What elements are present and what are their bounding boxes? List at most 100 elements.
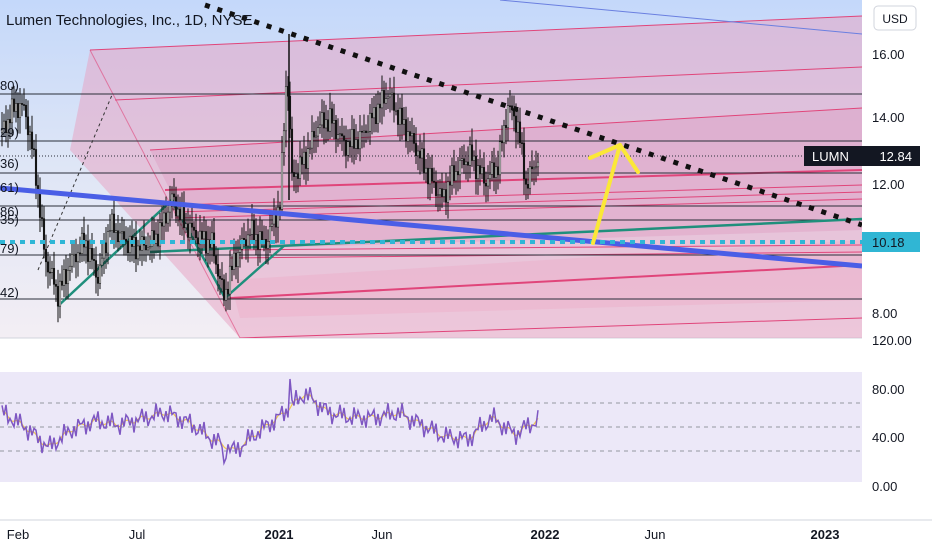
candle-body xyxy=(296,173,300,179)
candle-body xyxy=(304,151,308,169)
candle-body xyxy=(526,184,530,189)
price-scale-cut-label: 120.00 xyxy=(872,333,912,348)
candle-body xyxy=(28,131,32,136)
candle-body xyxy=(436,194,440,197)
candle-body xyxy=(496,166,500,176)
candle-body xyxy=(412,133,416,144)
time-tick-label: Jun xyxy=(372,527,393,542)
candle-body xyxy=(44,249,48,263)
candle-body xyxy=(322,112,326,129)
pitchfork-line xyxy=(239,317,862,338)
candle-body xyxy=(90,248,94,260)
candle-body xyxy=(18,103,22,118)
candle-body xyxy=(186,223,190,238)
candle-body xyxy=(114,230,118,233)
candle-body xyxy=(46,261,50,273)
candle-body xyxy=(476,165,480,180)
candle-body xyxy=(282,130,286,153)
candle-body xyxy=(98,264,102,284)
rsi-scale[interactable]: 80.00 40.00 0.00 xyxy=(872,382,905,494)
candle-body xyxy=(316,127,320,137)
candle-body xyxy=(516,121,520,133)
candle-body xyxy=(524,178,528,185)
candle-body xyxy=(22,104,26,106)
candle-body xyxy=(508,105,512,107)
candle-body xyxy=(518,121,522,143)
currency-button-frame[interactable] xyxy=(873,5,917,31)
candle-body xyxy=(310,131,314,149)
candle-body xyxy=(334,120,338,140)
currency-button[interactable]: USD xyxy=(873,5,917,31)
candle-body xyxy=(448,181,452,186)
candle-body xyxy=(532,166,536,170)
currency-label[interactable]: USD xyxy=(882,12,908,26)
candle-body xyxy=(380,90,384,109)
candle-body xyxy=(480,167,484,175)
candle-body xyxy=(166,211,170,224)
candle-body xyxy=(256,234,260,250)
candle-body xyxy=(202,231,206,240)
time-axis[interactable]: Feb Jul 2021 Jun 2022 Jun 2023 xyxy=(7,527,840,542)
candle-body xyxy=(294,173,298,177)
candle-body xyxy=(42,218,46,250)
candle-body xyxy=(108,230,112,232)
candle-body xyxy=(492,162,496,178)
candle-body xyxy=(68,265,72,271)
price-tick-label: 12.00 xyxy=(872,177,905,192)
candle-body xyxy=(416,150,420,157)
candle-body xyxy=(432,180,436,183)
level-price-value: 10.18 xyxy=(872,235,905,250)
candle-body xyxy=(366,130,370,133)
candle-body xyxy=(454,171,458,182)
candle-body xyxy=(314,135,318,138)
candle-body xyxy=(134,237,138,260)
candle-body xyxy=(252,220,256,241)
candle-body xyxy=(278,206,282,210)
candle-body xyxy=(434,182,438,196)
candle-body xyxy=(126,241,130,254)
candle-body xyxy=(170,193,174,203)
candle-body xyxy=(326,119,330,132)
price-scale[interactable]: 16.00 14.00 12.00 8.00 xyxy=(872,47,905,321)
candle-body xyxy=(4,120,8,133)
candle-body xyxy=(76,252,80,263)
candle-body xyxy=(382,90,386,104)
candle-body xyxy=(340,133,344,137)
level-price-tag-bg xyxy=(862,232,920,252)
candle-body xyxy=(370,112,374,119)
candle-body xyxy=(510,105,514,111)
candle-body xyxy=(72,253,76,256)
pitchfork-edge xyxy=(89,49,241,338)
candle-body xyxy=(260,231,264,241)
candle-body xyxy=(244,239,248,247)
last-price-symbol: LUMN xyxy=(812,149,849,164)
candle-body xyxy=(418,150,422,159)
candle-body xyxy=(212,232,216,257)
candle-body xyxy=(440,188,444,197)
time-tick-label: 2022 xyxy=(531,527,560,542)
candle-body xyxy=(336,134,340,140)
candle-body xyxy=(162,212,166,227)
pitchfork-line xyxy=(174,191,862,213)
candle-body xyxy=(164,212,168,224)
candle-body xyxy=(410,133,414,137)
candle-body xyxy=(268,226,272,242)
candle-body xyxy=(158,222,162,247)
candle-body xyxy=(64,269,68,285)
channel-line xyxy=(499,0,862,35)
candle-body xyxy=(254,234,258,241)
time-tick-label: 2023 xyxy=(811,527,840,542)
arrow-head-right xyxy=(618,143,640,174)
pitchfork-line xyxy=(229,244,862,251)
fib-label: 80) xyxy=(0,78,19,93)
arrow-head-left xyxy=(588,143,622,160)
candle-body xyxy=(116,230,120,243)
candle-body xyxy=(338,133,342,136)
candle-body xyxy=(470,144,474,161)
candle-body xyxy=(302,151,306,165)
candle-body xyxy=(146,247,150,251)
candle-body xyxy=(478,165,482,175)
candle-body xyxy=(520,142,524,144)
candle-body xyxy=(112,213,116,233)
